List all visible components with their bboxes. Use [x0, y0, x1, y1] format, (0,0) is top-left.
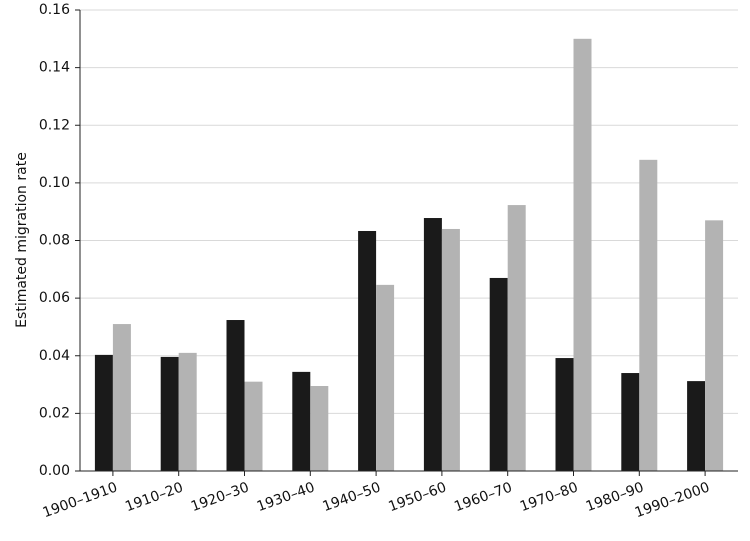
x-tick-label: 1900–1910: [41, 479, 120, 521]
y-tick-label: 0.12: [39, 117, 70, 133]
x-tick-label: 1990–2000: [633, 479, 712, 521]
y-tick-label: 0.04: [39, 348, 70, 364]
bar: [639, 159, 658, 471]
bar: [507, 205, 526, 472]
x-tick-label: 1920–30: [189, 479, 251, 515]
x-tick-label: 1910–20: [123, 479, 185, 515]
bar: [705, 220, 724, 471]
x-tick-label: 1950–60: [386, 479, 448, 515]
y-tick-label: 0.00: [39, 463, 70, 479]
bar: [310, 386, 329, 471]
y-axis-label: Estimated migration rate: [14, 152, 30, 328]
y-tick-label: 0.16: [39, 2, 70, 18]
bar: [423, 218, 442, 471]
bar: [555, 358, 574, 471]
bar: [489, 277, 508, 471]
bar: [376, 284, 395, 471]
bar: [244, 381, 263, 471]
bar: [358, 230, 377, 471]
x-tick-label: 1940–50: [321, 479, 383, 515]
bars: [94, 38, 724, 472]
bar: [226, 320, 245, 471]
bar: [441, 228, 460, 471]
bar: [178, 352, 197, 471]
y-tick-label: 0.02: [39, 405, 70, 421]
bar: [94, 354, 113, 471]
bar: [292, 371, 311, 471]
bar: [621, 373, 640, 471]
y-tick-label: 0.14: [39, 60, 70, 76]
y-tick-label: 0.10: [39, 175, 70, 191]
x-tick-label: 1960–70: [452, 479, 514, 515]
bar: [573, 38, 592, 471]
bar: [687, 381, 706, 471]
x-tick-label: 1970–80: [518, 479, 580, 515]
bar: [160, 356, 179, 471]
x-tick-label: 1930–40: [255, 479, 317, 515]
bar: [112, 324, 131, 471]
y-tick-label: 0.08: [39, 233, 70, 249]
y-tick-label: 0.06: [39, 290, 70, 306]
